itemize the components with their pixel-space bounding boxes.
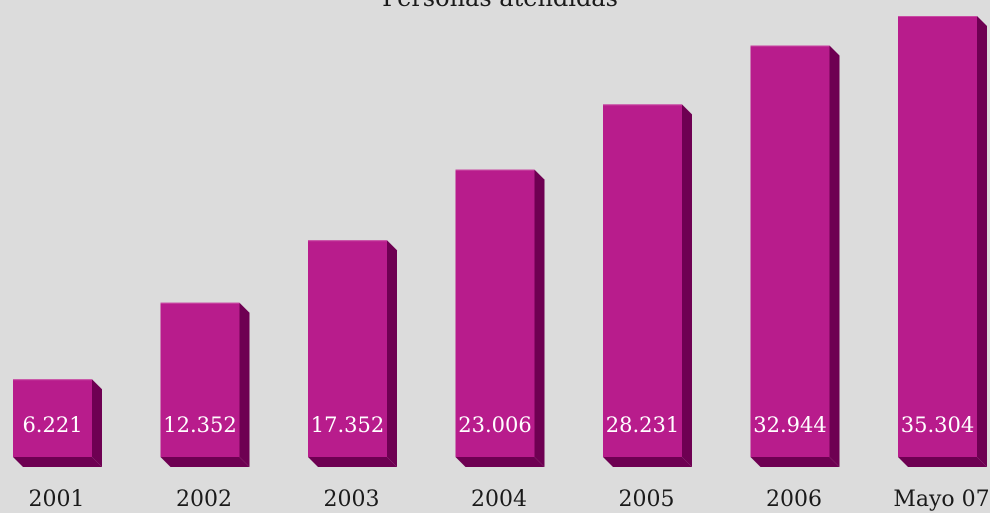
x-tick-label: 2002 (176, 487, 232, 512)
bar-bottom (13, 457, 102, 467)
chart-title: Personas atendidas (382, 0, 618, 12)
data-label: 6.221 (22, 413, 82, 437)
bar (750, 45, 830, 457)
bar (160, 302, 240, 457)
bar (603, 104, 682, 458)
bar-side (829, 45, 840, 467)
x-axis-tick-labels: 2001 2002 2003 2004 2005 2006 Mayo 07 (29, 487, 990, 512)
bar-bottom (603, 457, 692, 467)
bar (13, 379, 92, 457)
bar (455, 169, 535, 458)
bar-side (682, 104, 692, 468)
data-labels-group: 6.221 12.352 17.352 23.006 28.231 32.944 35.30… (22, 413, 974, 437)
data-label: 35.304 (901, 413, 974, 437)
x-tick-label: 2004 (471, 487, 527, 512)
x-tick-label: 2005 (619, 487, 675, 512)
data-label: 17.352 (311, 413, 384, 437)
bar-bottom (308, 457, 397, 467)
bar-side (239, 302, 250, 467)
x-tick-label: Mayo 07 (893, 487, 989, 512)
data-label: 23.006 (458, 413, 531, 437)
bar-bottom (898, 457, 987, 467)
x-tick-label: 2003 (324, 487, 380, 512)
bar-bottom (455, 457, 545, 467)
bar (898, 16, 977, 457)
x-tick-label: 2006 (766, 487, 822, 512)
bar (308, 240, 387, 457)
bar-side (977, 16, 987, 467)
data-label: 12.352 (163, 413, 236, 437)
bar-side (92, 379, 102, 467)
bars-group (13, 16, 987, 468)
data-label: 32.944 (753, 413, 826, 437)
data-label: 28.231 (606, 413, 679, 437)
x-tick-label: 2001 (29, 487, 85, 512)
bar-bottom (160, 457, 250, 467)
bar-bottom (750, 457, 840, 467)
bar-side (387, 240, 397, 467)
bar-side (534, 169, 545, 468)
